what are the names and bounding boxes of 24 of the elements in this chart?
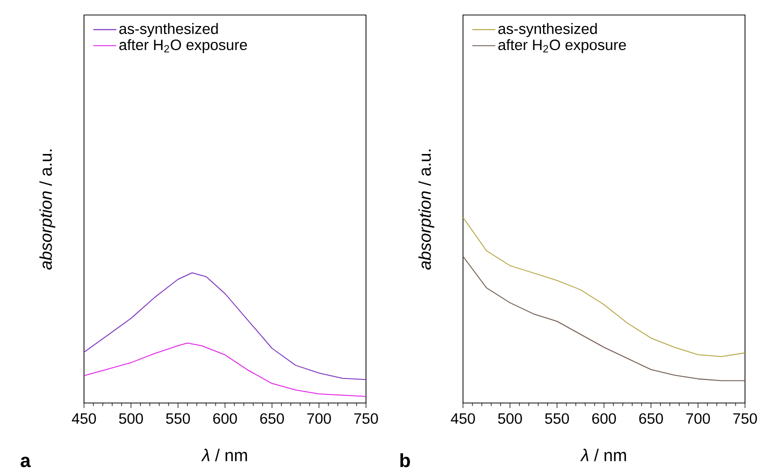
x-tick-label: 600 [213, 413, 237, 424]
x-tick-label: 600 [592, 413, 616, 424]
x-tick-label: 550 [166, 413, 190, 424]
x-tick-label: 500 [119, 413, 143, 424]
legend-label: as-synthesized [119, 23, 218, 38]
x-tick-label: 650 [260, 413, 284, 424]
legend-label: after H$_{2}$O exposure [119, 39, 247, 54]
x-axis-title: λ / nm [580, 448, 626, 462]
x-tick-label: 750 [733, 413, 757, 424]
x-axis-title: λ / nm [201, 448, 247, 462]
x-tick-label: 450 [450, 413, 475, 424]
y-axis-title: absorption / a.u. [39, 150, 56, 270]
text: a [20, 456, 31, 468]
x-tick-label: 450 [72, 413, 96, 424]
x-tick-label: 550 [545, 413, 569, 424]
x-tick-label: 750 [354, 413, 378, 424]
x-tick-label: 500 [498, 413, 522, 424]
x-tick-label: 700 [307, 413, 331, 424]
legend-label: as-synthesized [498, 23, 597, 38]
y-axis-title: absorption / a.u. [418, 150, 434, 270]
x-tick-label: 650 [639, 413, 663, 424]
text: b [400, 453, 410, 468]
x-tick-label: 700 [686, 413, 710, 424]
legend-label: after H$_{2}$O exposure [498, 39, 626, 54]
